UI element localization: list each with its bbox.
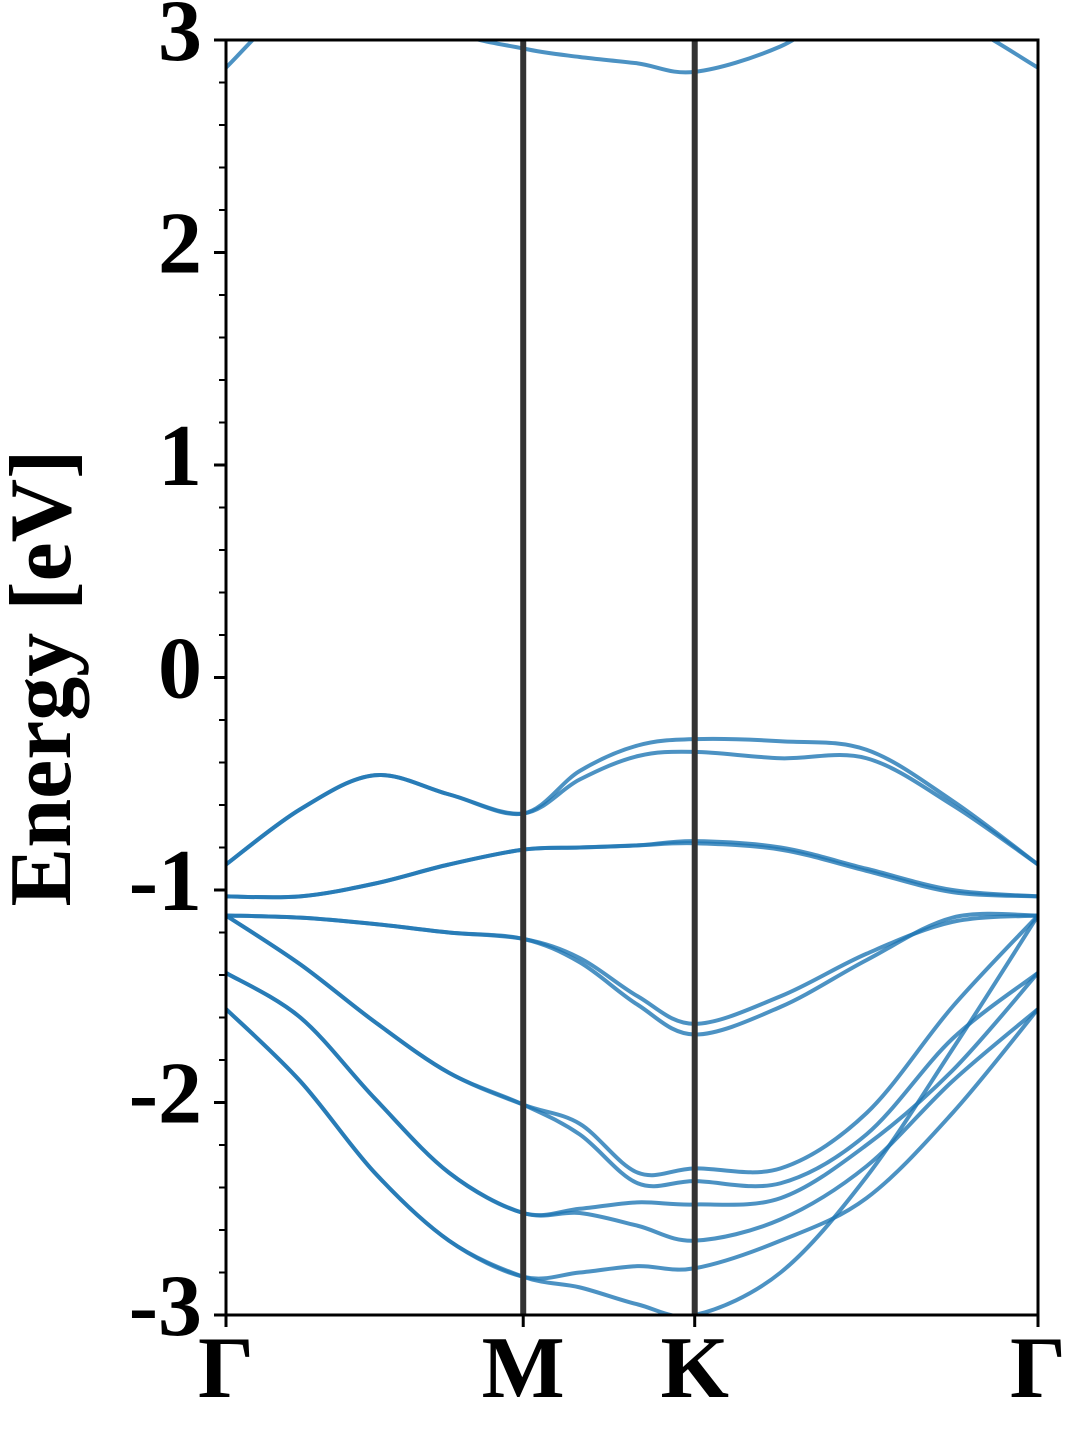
plot-frame (224, 38, 1040, 1317)
y-axis-label: Energy [eV] (0, 450, 90, 907)
band-line (226, 913, 1038, 1178)
band-line (226, 749, 1038, 867)
plot-area (226, 40, 1038, 1315)
band-line (226, 40, 1038, 75)
y-tick-label: -3 (129, 1258, 202, 1355)
band-line (226, 841, 1038, 900)
band-line (226, 913, 1038, 1189)
x-tick-label: K (660, 1320, 728, 1417)
band-line (226, 914, 1038, 1315)
x-tick-label: M (482, 1320, 565, 1417)
y-tick-label: -2 (129, 1046, 202, 1143)
y-tick-label: 0 (158, 621, 202, 718)
x-tick-label: Γ (1010, 1320, 1066, 1417)
x-tick-label: Γ (198, 1320, 254, 1417)
y-tick-label: -1 (129, 833, 202, 930)
y-tick-label: 3 (158, 0, 202, 80)
band-line (226, 911, 1038, 1037)
y-tick-label: 2 (158, 196, 202, 293)
y-tick-label: 1 (158, 408, 202, 505)
band-line (226, 1007, 1038, 1281)
